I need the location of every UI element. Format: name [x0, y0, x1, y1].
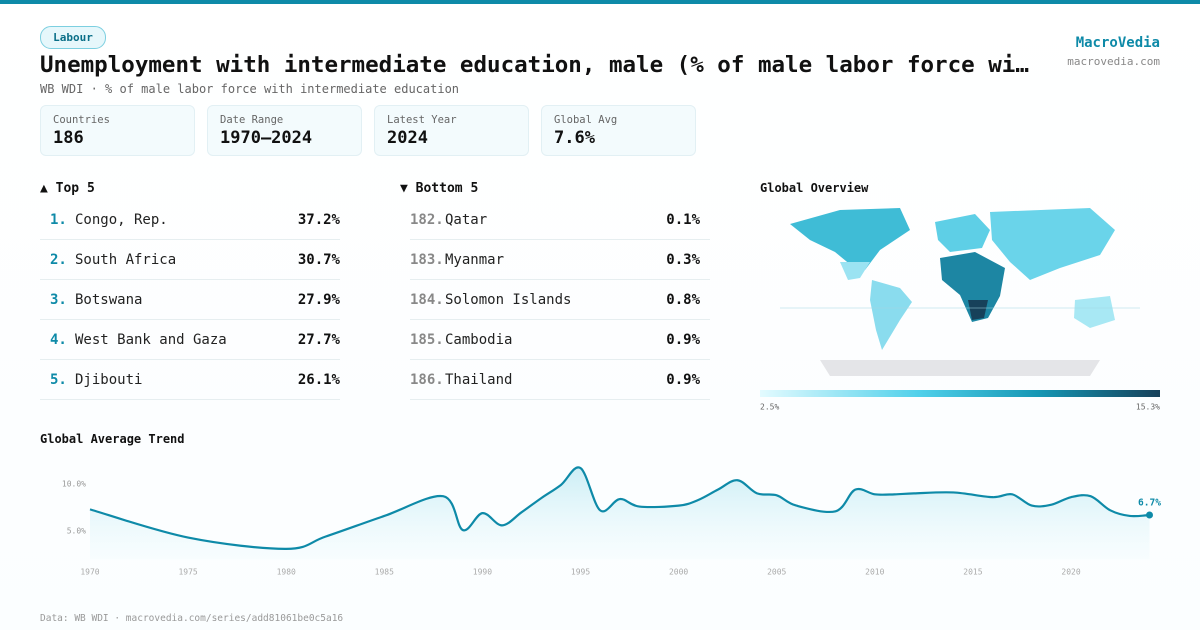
country-name: Myanmar	[445, 252, 505, 268]
country-name: South Africa	[75, 252, 177, 268]
central-america	[840, 262, 870, 280]
stat-label: Latest Year	[387, 114, 457, 126]
stat-card: Date Range 1970–2024	[207, 105, 362, 156]
north-america	[790, 208, 910, 270]
rank-value: 0.3%	[666, 252, 700, 268]
rank-value: 30.7%	[297, 252, 340, 268]
brand-name: MacroVedia	[1075, 35, 1160, 51]
australia	[1074, 296, 1115, 328]
rank-number: 4.	[50, 332, 67, 348]
stat-card: Countries 186	[40, 105, 195, 156]
country-name: West Bank and Gaza	[75, 332, 227, 348]
stat-card: Latest Year 2024	[374, 105, 529, 156]
southern-africa	[968, 300, 988, 320]
x-tick-label: 1975	[178, 568, 197, 577]
rank-row: 1. Congo, Rep. 37.2%	[40, 200, 340, 240]
stat-value: 2024	[387, 128, 428, 148]
country-name: Djibouti	[75, 372, 143, 388]
brand-site: macrovedia.com	[1067, 55, 1160, 68]
x-tick-label: 1970	[80, 568, 99, 577]
rank-value: 0.9%	[666, 372, 700, 388]
rank-value: 0.8%	[666, 292, 700, 308]
rank-number: 5.	[50, 372, 67, 388]
antarctica	[820, 360, 1100, 376]
x-tick-label: 2005	[767, 568, 786, 577]
stat-label: Countries	[53, 114, 110, 126]
rank-value: 27.7%	[297, 332, 340, 348]
x-tick-label: 1990	[473, 568, 492, 577]
south-america	[870, 280, 912, 350]
country-name: Qatar	[445, 212, 488, 228]
rank-value: 27.9%	[297, 292, 340, 308]
rank-value: 0.9%	[666, 332, 700, 348]
rank-row: 183. Myanmar 0.3%	[410, 240, 710, 280]
rank-number: 184.	[410, 292, 444, 308]
category-badge: Labour	[40, 26, 106, 49]
stat-label: Date Range	[220, 114, 284, 126]
stat-card: Global Avg 7.6%	[541, 105, 696, 156]
rank-row: 186. Thailand 0.9%	[410, 360, 710, 400]
y-tick-label: 10.0%	[62, 480, 86, 489]
africa	[940, 252, 1005, 322]
trend-heading: Global Average Trend	[40, 432, 185, 446]
asia	[990, 208, 1115, 280]
rank-row: 2. South Africa 30.7%	[40, 240, 340, 280]
map-heading: Global Overview	[760, 181, 869, 195]
country-name: Botswana	[75, 292, 143, 308]
x-tick-label: 1995	[571, 568, 590, 577]
trend-line	[89, 466, 1150, 550]
rank-row: 185. Cambodia 0.9%	[410, 320, 710, 360]
top-heading: ▲ Top 5	[40, 181, 95, 196]
x-tick-label: 1985	[375, 568, 394, 577]
rank-row: 184. Solomon Islands 0.8%	[410, 280, 710, 320]
country-name: Solomon Islands	[445, 292, 572, 308]
rank-number: 2.	[50, 252, 67, 268]
rank-number: 186.	[410, 372, 444, 388]
rank-number: 1.	[50, 212, 67, 228]
stat-value: 1970–2024	[220, 128, 313, 148]
country-name: Congo, Rep.	[75, 212, 168, 228]
rank-number: 185.	[410, 332, 444, 348]
x-tick-label: 2020	[1061, 568, 1080, 577]
europe	[935, 214, 990, 252]
rank-row: 4. West Bank and Gaza 27.7%	[40, 320, 340, 360]
rank-value: 0.1%	[666, 212, 700, 228]
end-label: 6.7%	[1138, 498, 1161, 509]
rank-row: 3. Botswana 27.9%	[40, 280, 340, 320]
y-tick-label: 5.0%	[67, 527, 86, 536]
scale-min: 2.5%	[760, 403, 779, 412]
end-point	[1146, 511, 1153, 519]
country-name: Cambodia	[445, 332, 513, 348]
rank-number: 183.	[410, 252, 444, 268]
stat-value: 186	[53, 128, 84, 148]
bottom-heading: ▼ Bottom 5	[400, 181, 479, 196]
trend-area	[90, 467, 1150, 560]
country-name: Thailand	[445, 372, 513, 388]
x-tick-label: 2000	[669, 568, 688, 577]
x-tick-label: 2015	[963, 568, 982, 577]
x-tick-label: 2010	[865, 568, 884, 577]
color-scale	[760, 390, 1160, 397]
top-bar	[0, 0, 1200, 4]
rank-number: 182.	[410, 212, 444, 228]
rank-row: 182. Qatar 0.1%	[410, 200, 710, 240]
scale-max: 15.3%	[1136, 403, 1160, 412]
rank-row: 5. Djibouti 26.1%	[40, 360, 340, 400]
stat-label: Global Avg	[554, 114, 618, 126]
rank-value: 26.1%	[297, 372, 340, 388]
x-tick-label: 1980	[277, 568, 296, 577]
subtitle: WB WDI · % of male labor force with inte…	[40, 82, 460, 96]
rank-number: 3.	[50, 292, 67, 308]
stat-value: 7.6%	[554, 128, 595, 148]
footer: Data: WB WDI · macrovedia.com/series/add…	[40, 613, 344, 624]
page-title: Unemployment with intermediate education…	[40, 52, 1029, 78]
world-map: 2.5% 15.3%	[760, 208, 1160, 412]
rank-value: 37.2%	[297, 212, 340, 228]
